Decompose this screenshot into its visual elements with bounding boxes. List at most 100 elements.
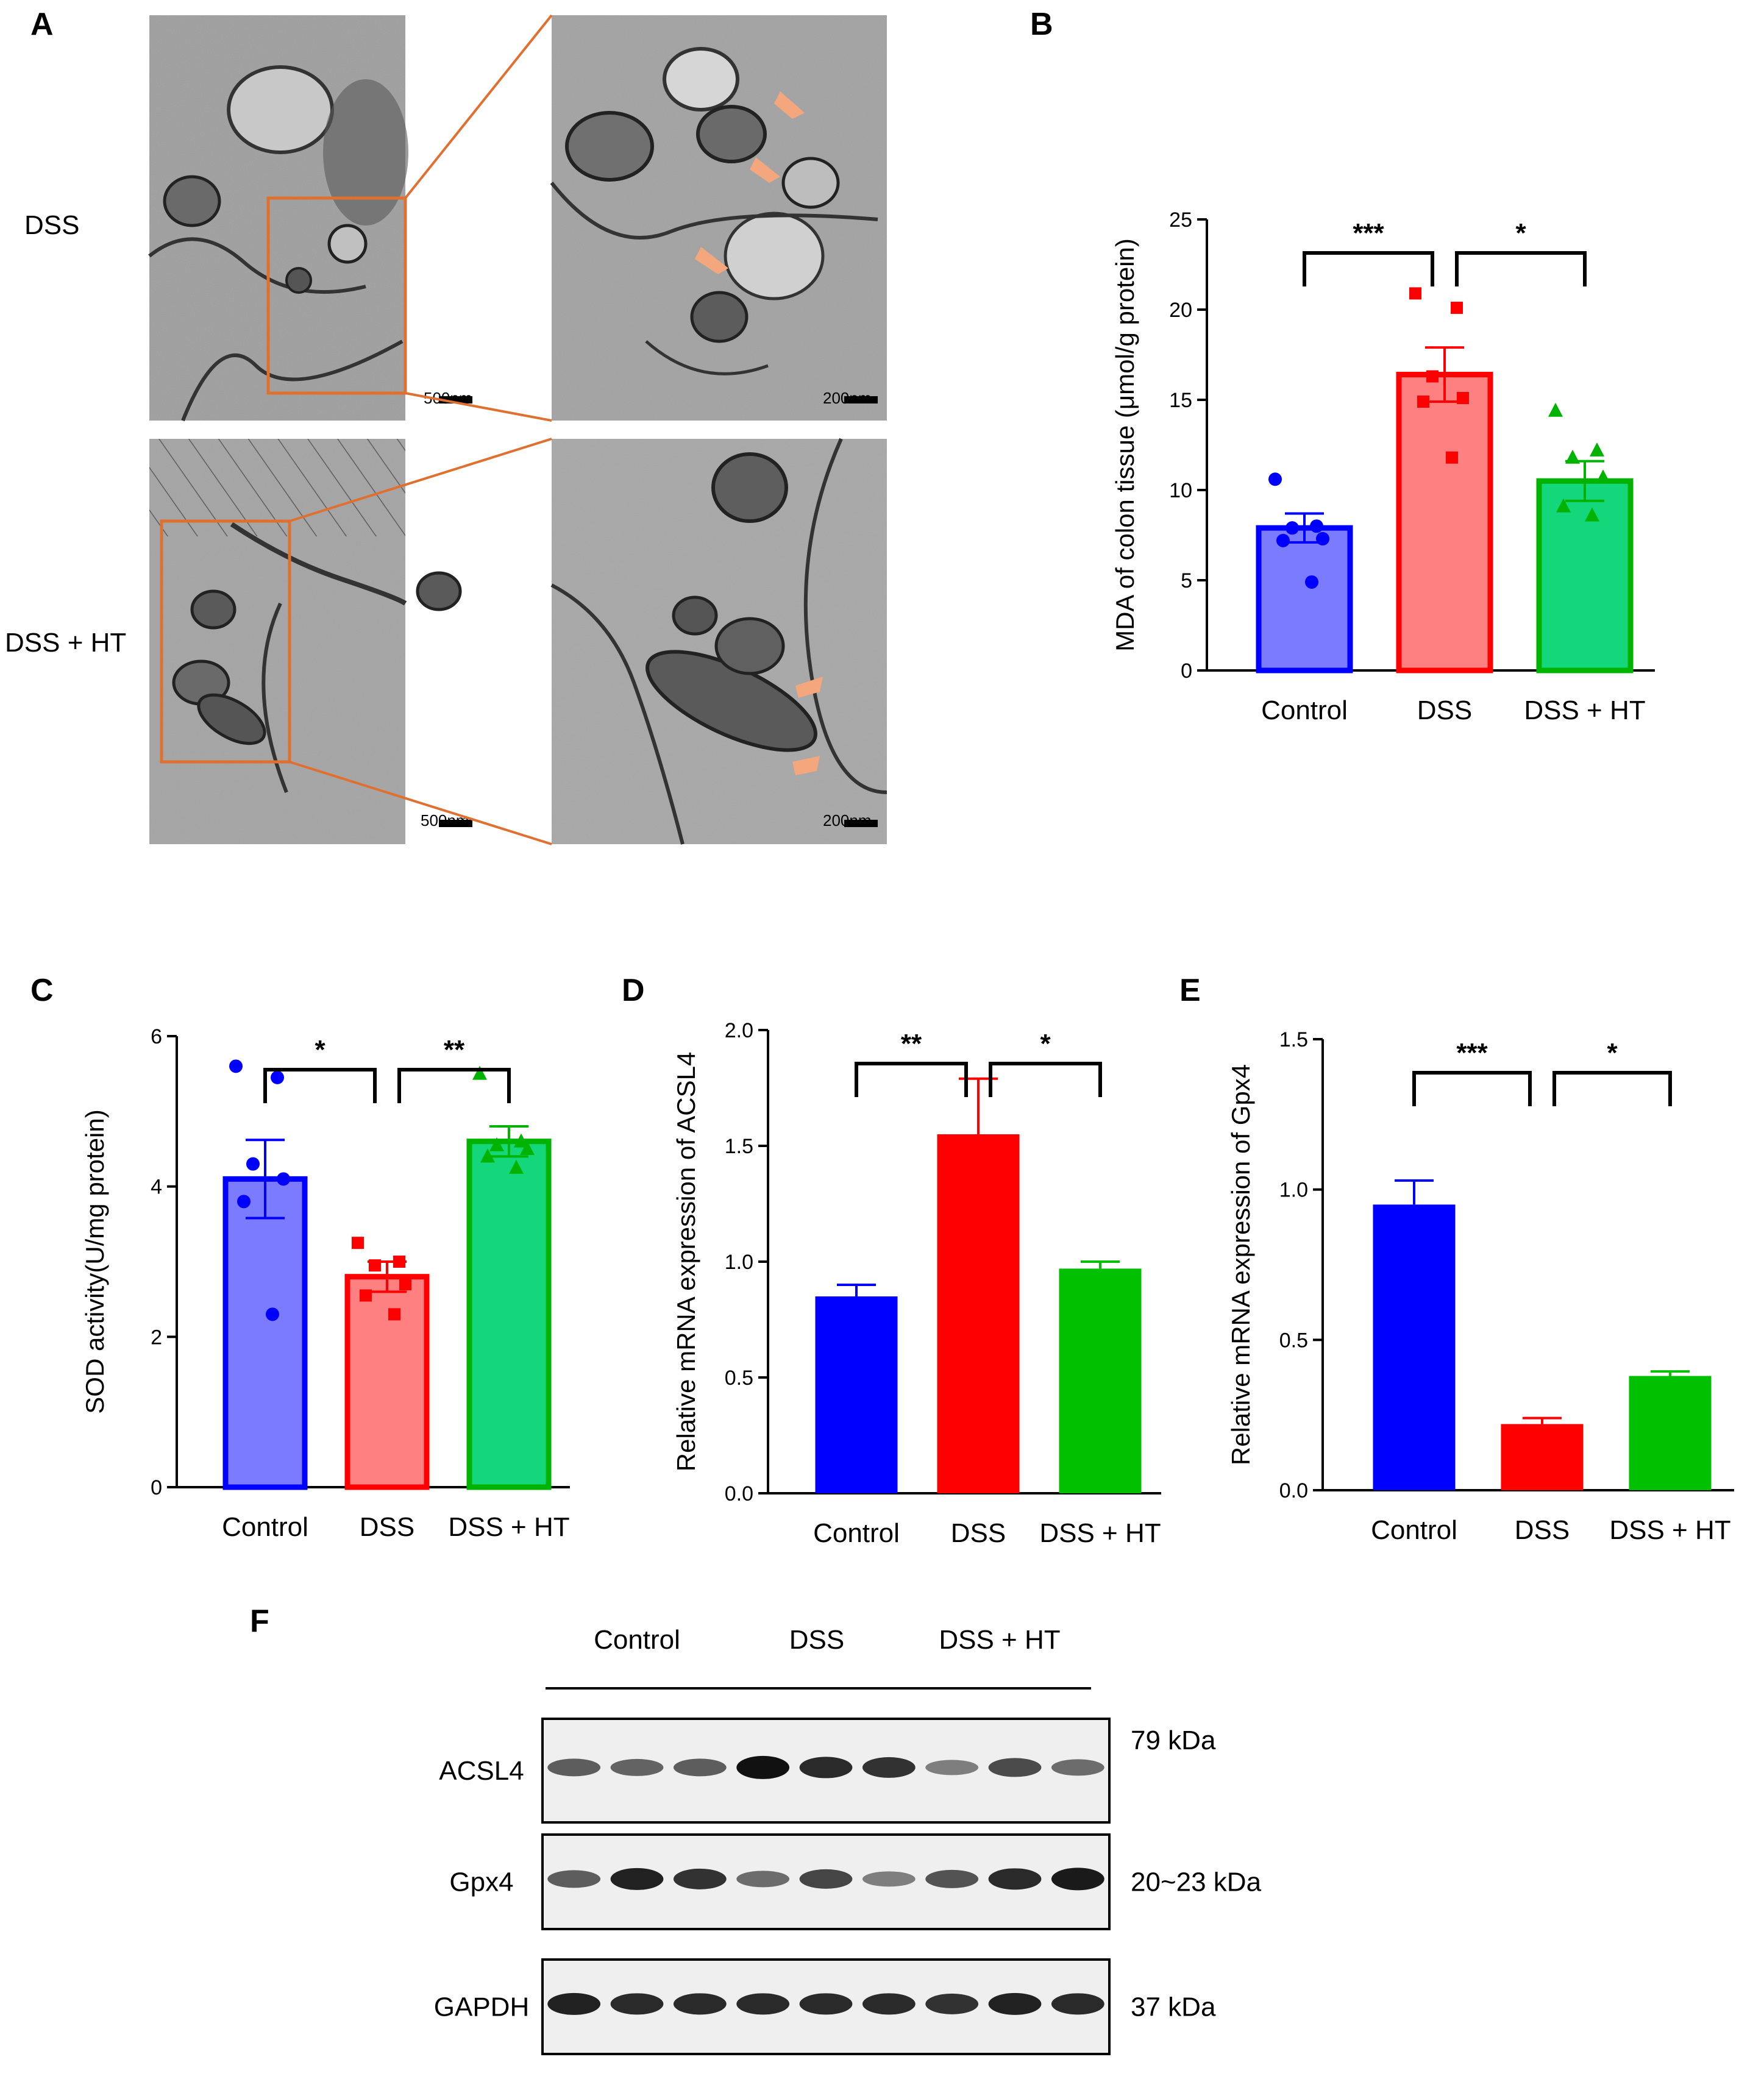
scale-label-3: 500nm	[421, 811, 469, 830]
blot-band	[1051, 1759, 1104, 1776]
blot-band	[673, 1758, 727, 1777]
blot-band	[1051, 1993, 1104, 2015]
data-point	[1556, 498, 1571, 513]
significance-bracket	[1455, 251, 1587, 286]
bar-control	[222, 1176, 308, 1490]
tem-image-dss-high	[550, 15, 887, 421]
blot-band	[736, 1871, 790, 1888]
bar-dss	[344, 1274, 430, 1490]
bar-control	[815, 1296, 898, 1493]
row-label-dss-ht: DSS + HT	[5, 628, 127, 658]
data-point	[1457, 392, 1469, 405]
y-axis-label: Relative mRNA expression of ACSL4	[672, 1052, 700, 1472]
zoom-line	[405, 392, 552, 422]
significance-bracket	[1552, 1071, 1672, 1106]
category-label: DSS + HT	[1609, 1515, 1730, 1545]
y-tick-label: 25	[1169, 208, 1192, 232]
blot-band	[988, 1992, 1042, 2015]
blot-kda-label: 37 kDa	[1131, 1992, 1216, 2022]
significance-bracket	[989, 1062, 1102, 1097]
tem-panel: 500nm 200nm 500nm	[148, 14, 887, 845]
y-axis-label: Relative mRNA expression of Gpx4	[1226, 1064, 1255, 1465]
data-point	[399, 1278, 411, 1290]
category-label: DSS + HT	[1039, 1518, 1161, 1548]
y-axis-label: MDA of colon tissue (μmol/g protein)	[1111, 238, 1139, 652]
panel-label-a: A	[30, 7, 54, 42]
data-point	[369, 1259, 381, 1272]
y-tick-label: 1.5	[1279, 1028, 1308, 1051]
blot-band	[862, 1757, 916, 1778]
y-tick-label: 4	[151, 1176, 162, 1199]
blot-band	[925, 1869, 979, 1888]
y-tick-label: 15	[1169, 389, 1192, 412]
category-label: DSS	[951, 1518, 1006, 1548]
panel-label-c: C	[30, 973, 54, 1008]
blot-group-label: DSS + HT	[939, 1625, 1060, 1655]
blot-group-label: Control	[594, 1625, 680, 1655]
zoom-line	[289, 761, 552, 845]
blot-band	[988, 1868, 1042, 1890]
blot-row-label: ACSL4	[439, 1756, 524, 1786]
y-tick-label: 6	[151, 1025, 162, 1048]
y-tick-label: 0.5	[1279, 1329, 1308, 1352]
data-point	[489, 1137, 504, 1151]
blot-band	[610, 1993, 664, 2015]
data-point	[1305, 575, 1318, 589]
panel-label-b: B	[1030, 7, 1053, 42]
data-point	[246, 1157, 260, 1171]
data-point	[352, 1237, 364, 1249]
blot-band	[673, 1868, 727, 1889]
data-point	[1585, 507, 1599, 522]
tem-image-dss-low	[148, 15, 472, 422]
significance-label: **	[444, 1035, 465, 1065]
blot-kda-label: 20~23 kDa	[1131, 1868, 1262, 1897]
data-point	[1451, 302, 1463, 315]
y-tick-label: 5	[1181, 569, 1192, 592]
category-label: Control	[1371, 1515, 1457, 1545]
category-label: Control	[1261, 695, 1348, 725]
scale-label-4: 200nm	[823, 811, 872, 830]
y-tick-label: 0	[151, 1476, 162, 1499]
significance-label: *	[1040, 1029, 1051, 1059]
significance-label: *	[1607, 1038, 1618, 1068]
significance-bracket	[397, 1068, 511, 1103]
blot-band	[547, 1992, 601, 2015]
y-tick-label: 0	[1181, 659, 1192, 683]
data-point	[1590, 442, 1604, 457]
western-blot: Control DSS DSS + HT ACSL4 79 kDa Gpx4 20~23 k…	[434, 1625, 1262, 2055]
bar-dss	[1396, 372, 1493, 673]
category-label: Control	[222, 1512, 308, 1542]
category-label: DSS + HT	[448, 1512, 569, 1542]
y-tick-label: 0.0	[1279, 1479, 1308, 1502]
data-point	[1316, 531, 1329, 546]
bar-control	[1256, 525, 1353, 673]
data-point	[229, 1059, 243, 1073]
significance-label: ***	[1456, 1038, 1488, 1068]
blot-band	[799, 1993, 853, 2015]
zoom-line	[289, 438, 552, 522]
data-point	[1268, 472, 1282, 486]
data-point	[1310, 519, 1323, 533]
blot-band	[736, 1993, 790, 2015]
blot-band	[799, 1869, 853, 1889]
blot-band	[736, 1755, 790, 1779]
chart-c: 0 2 4 6 SOD activity(U/mg protein) Control DSS…	[80, 1025, 570, 1542]
blot-band	[610, 1868, 664, 1890]
blot-band	[547, 1870, 601, 1888]
chart-b: 0 5 10 15 20 25 MDA of colon tissue (μmol/g pr…	[1111, 208, 1655, 725]
significance-label: *	[315, 1035, 325, 1065]
y-tick-label: 1.5	[725, 1135, 753, 1158]
blot-row-label: GAPDH	[434, 1992, 529, 2022]
data-point	[509, 1159, 524, 1174]
data-point	[1426, 370, 1439, 383]
chart-e: 0.0 0.5 1.0 1.5 Relative mRNA expression of …	[1226, 1028, 1734, 1545]
data-point	[1446, 451, 1458, 464]
data-point	[266, 1307, 279, 1321]
data-point	[472, 1065, 487, 1080]
blot-kda-label: 79 kDa	[1131, 1725, 1216, 1755]
bar-dss	[1501, 1424, 1584, 1490]
blot-band	[988, 1758, 1042, 1777]
bar-dss-ht	[1059, 1268, 1142, 1493]
chart-d: 0.0 0.5 1.0 1.5 2.0 Relative mRNA expression …	[672, 1019, 1161, 1548]
data-point	[1565, 449, 1580, 464]
